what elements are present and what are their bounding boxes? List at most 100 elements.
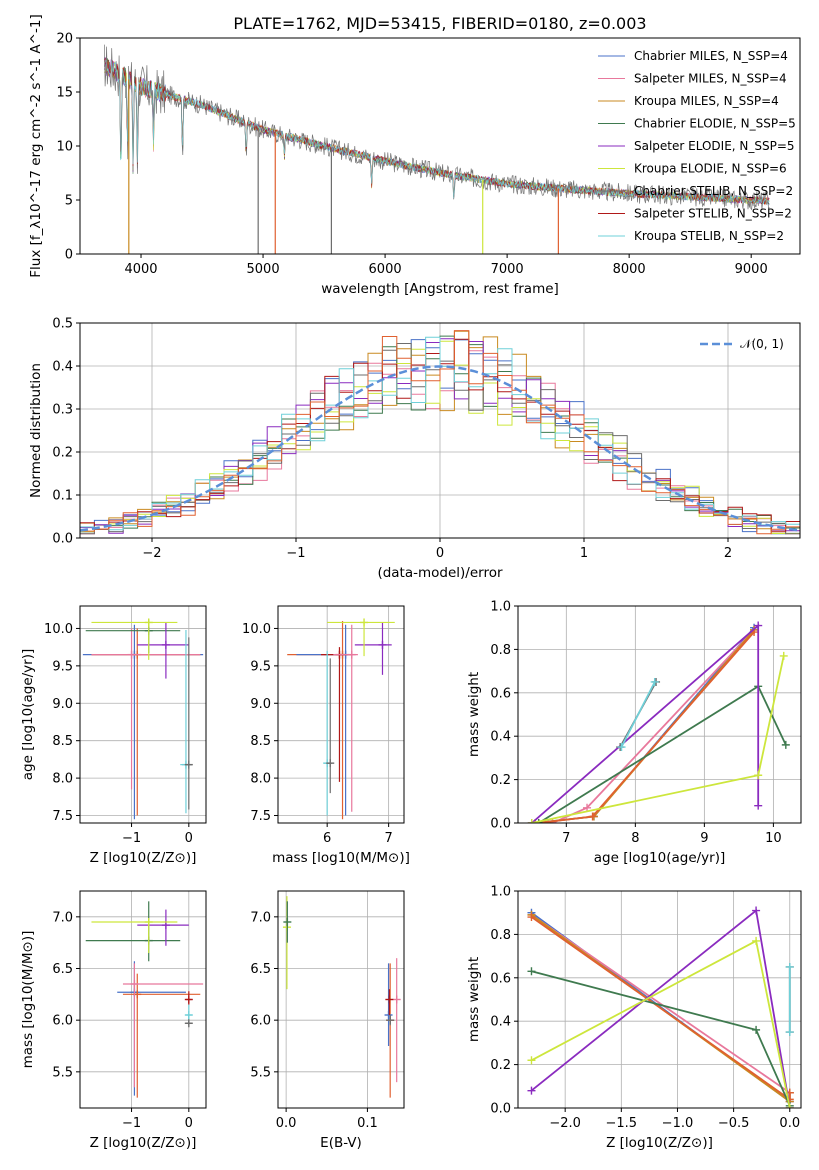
weight-point-marker (781, 740, 790, 749)
weight-point-marker (752, 1025, 761, 1034)
x-tick-label: −1.0 (662, 1116, 694, 1131)
errorbar-point (283, 901, 292, 943)
y-tick-label: 0.8 (490, 643, 511, 658)
errorbar-point (327, 618, 395, 657)
y-tick-label: 0.0 (490, 1102, 511, 1117)
y-tick-label: 7.0 (250, 910, 271, 925)
x-tick-label: 0 (185, 1116, 193, 1131)
y-tick-label: 7.0 (52, 910, 73, 925)
axes-frame (79, 322, 801, 539)
x-tick-label: 0.0 (276, 1116, 297, 1131)
x-tick-label: −1.5 (606, 1116, 638, 1131)
y-tick-label: 8.5 (52, 734, 73, 749)
panel-mass_vs_Z: −1 0 5.5 6.0 6.5 7.0 Z [log10(Z/Z⊙)] mass [log1… (20, 890, 207, 1151)
plot-area (85, 901, 204, 1098)
x-tick-label: 8000 (613, 262, 646, 277)
weight-series-line (531, 623, 760, 823)
histogram-series-step (80, 330, 800, 535)
weight-series-line (531, 655, 785, 823)
errorbar-point (91, 618, 178, 660)
weight-point-marker (754, 771, 763, 780)
x-tick-label: 0.1 (357, 1116, 378, 1131)
y-tick-label: 8.5 (250, 734, 271, 749)
weight-point-marker (527, 1056, 536, 1065)
y-tick-label: 0.6 (490, 971, 511, 986)
errorbar-point (287, 620, 352, 820)
y-tick-label: 0.2 (52, 446, 73, 461)
weight-point-marker (588, 812, 597, 821)
y-tick-label: 0.2 (490, 1058, 511, 1073)
weight-point-marker (534, 819, 543, 823)
plot-area (527, 621, 790, 823)
y-tick-label: 0.8 (490, 928, 511, 943)
y-tick-label: 0.4 (52, 360, 73, 375)
errorbar-point (296, 624, 353, 816)
x-axis-label: mass [log10(M/M⊙)] (272, 850, 410, 866)
errorbar-point (122, 963, 204, 1088)
x-tick-label: 5000 (247, 262, 280, 277)
y-axis-label: Flux [f_λ10^-17 erg cm^-2 s^-1 A^-1] (28, 14, 44, 277)
panel-age_vs_mass: 6 7 7.5 8.0 8.5 9.0 9.5 10.0 mass [log10(M/M⊙)] (242, 605, 410, 866)
errorbar-point (122, 973, 201, 1098)
y-tick-label: 6.0 (52, 1014, 73, 1029)
spectrum-series-line (104, 59, 770, 206)
errorbar-point (117, 961, 186, 1096)
x-tick-label: 0 (436, 546, 444, 561)
weight-point-marker (785, 1028, 794, 1037)
panel-mass_vs_EBV: 0.0 0.1 5.5 6.0 6.5 7.0 E(B-V) (250, 890, 405, 1151)
axes-frame (277, 605, 405, 824)
errorbar-point (180, 629, 192, 814)
x-axis-label: age [log10(age/yr)] (594, 850, 726, 866)
weight-point-marker (785, 1104, 794, 1108)
x-tick-label: 0.0 (779, 1116, 800, 1131)
weight-point-marker (527, 819, 536, 823)
errorbar-point (386, 963, 395, 1098)
x-axis-label: (data-model)/error (377, 565, 503, 581)
errorbar-point (333, 624, 358, 812)
y-tick-label: 0.3 (52, 403, 73, 418)
errorbar-point (326, 658, 335, 794)
plot-area (82, 618, 204, 820)
x-tick-label: 10 (765, 831, 782, 846)
panel-massweight_vs_age: 7 8 9 10 0.0 0.2 0.4 0.6 0.8 1.0 age [log10(age/yr… (466, 600, 802, 866)
y-tick-label: 10.0 (242, 622, 271, 637)
weight-point-marker (754, 801, 763, 810)
plot-area (80, 330, 800, 535)
x-tick-label: −1 (122, 831, 141, 846)
legend-label: 𝒩(0, 1) (740, 337, 784, 351)
y-tick-label: 15 (56, 86, 73, 101)
errorbar-point (91, 628, 201, 790)
y-tick-label: 0 (65, 248, 73, 263)
y-tick-label: 0.5 (52, 317, 73, 332)
y-tick-label: 8.0 (250, 772, 271, 787)
legend-label: Kroupa STELIB, N_SSP=2 (634, 229, 784, 243)
axes-frame (517, 890, 802, 1109)
y-axis-label: mass [log10(M/M⊙)] (20, 931, 36, 1069)
errorbar-point (91, 918, 178, 953)
panel-spectrum: 4000 5000 6000 7000 8000 9000 0 5 10 15 20 waveleng… (28, 14, 801, 297)
x-tick-label: 1 (580, 546, 588, 561)
y-tick-label: 5.5 (52, 1065, 73, 1080)
y-tick-label: 10.0 (44, 622, 73, 637)
x-tick-label: 7 (562, 831, 570, 846)
plot-area (527, 906, 794, 1108)
plot-area (104, 44, 770, 254)
weight-point-marker (752, 906, 761, 915)
x-tick-label: 4000 (124, 262, 157, 277)
legend-label: Kroupa MILES, N_SSP=4 (634, 94, 779, 108)
y-tick-label: 9.5 (250, 659, 271, 674)
weight-point-marker (650, 677, 659, 686)
legend-label: Salpeter ELODIE, N_SSP=5 (634, 139, 795, 153)
x-axis-label: Z [log10(Z/Z⊙)] (90, 1135, 197, 1151)
axes-frame (277, 890, 405, 1109)
legend-label: Salpeter STELIB, N_SSP=2 (634, 207, 792, 221)
errorbar-point (184, 991, 193, 1005)
y-tick-label: 0.0 (490, 817, 511, 832)
x-tick-label: −2.0 (549, 1116, 581, 1131)
x-tick-label: −2 (142, 546, 161, 561)
y-tick-label: 5 (65, 194, 73, 209)
weight-series-line (538, 631, 755, 823)
y-tick-label: 0.6 (490, 686, 511, 701)
y-tick-label: 0.1 (52, 489, 73, 504)
